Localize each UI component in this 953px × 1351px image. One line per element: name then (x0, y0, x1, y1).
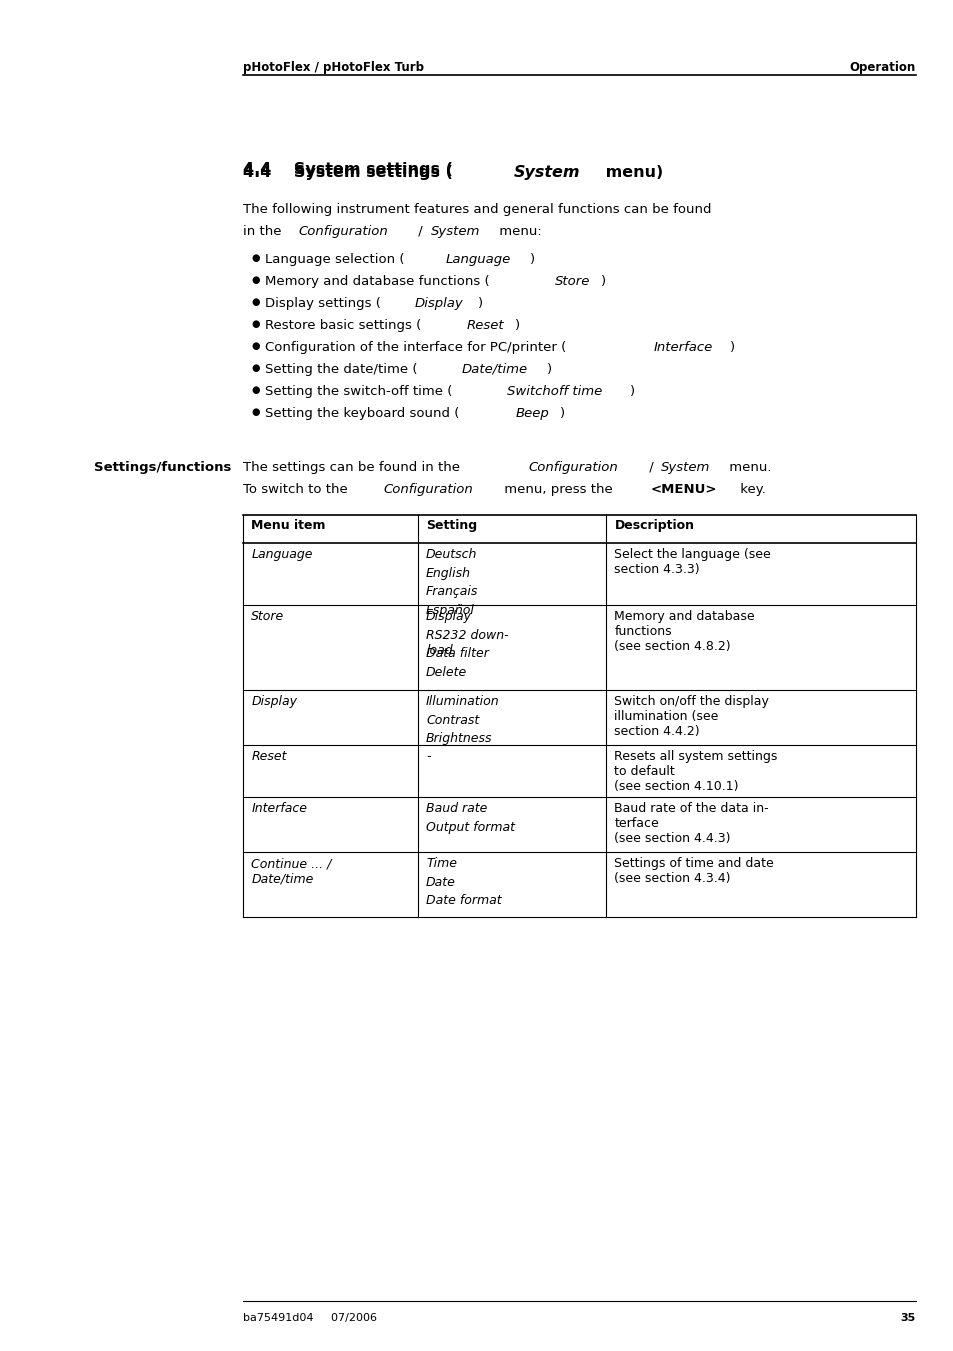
Text: The following instrument features and general functions can be found: The following instrument features and ge… (243, 203, 711, 216)
Text: Time: Time (426, 858, 456, 870)
Text: Switchoff time: Switchoff time (506, 385, 601, 397)
Text: Setting the switch-off time (: Setting the switch-off time ( (265, 385, 452, 397)
Text: 4.4    System settings (: 4.4 System settings ( (243, 162, 453, 177)
Text: ): ) (559, 407, 564, 420)
Text: System: System (514, 165, 580, 180)
Text: Illumination: Illumination (426, 696, 499, 708)
Text: ): ) (547, 363, 552, 376)
Text: Configuration: Configuration (528, 461, 618, 474)
Text: Switch on/off the display
illumination (see
section 4.4.2): Switch on/off the display illumination (… (614, 696, 768, 739)
Text: ): ) (477, 297, 482, 309)
Text: -: - (426, 750, 430, 763)
Text: Reset: Reset (466, 319, 504, 332)
Text: English: English (426, 567, 471, 580)
Text: ●: ● (251, 319, 259, 328)
Text: Delete: Delete (426, 666, 467, 680)
Text: menu, press the: menu, press the (499, 482, 616, 496)
Text: 35: 35 (900, 1313, 915, 1323)
Text: Date/time: Date/time (461, 363, 528, 376)
Text: key.: key. (736, 482, 765, 496)
Text: ●: ● (251, 407, 259, 417)
Text: Display: Display (415, 297, 463, 309)
Text: Français: Français (426, 585, 478, 598)
Text: Memory and database
functions
(see section 4.8.2): Memory and database functions (see secti… (614, 611, 754, 654)
Text: ba75491d04     07/2006: ba75491d04 07/2006 (243, 1313, 376, 1323)
Text: Settings of time and date
(see section 4.3.4): Settings of time and date (see section 4… (614, 858, 774, 885)
Text: Display: Display (426, 611, 472, 623)
Text: The settings can be found in the: The settings can be found in the (243, 461, 464, 474)
Text: <MENU>: <MENU> (650, 482, 717, 496)
Text: Interface: Interface (251, 802, 307, 816)
Text: ●: ● (251, 340, 259, 351)
Text: Display settings (: Display settings ( (265, 297, 381, 309)
Text: Data filter: Data filter (426, 647, 489, 661)
Text: in the: in the (243, 224, 286, 238)
Text: ●: ● (251, 385, 259, 394)
Text: Setting the keyboard sound (: Setting the keyboard sound ( (265, 407, 459, 420)
Text: menu): menu) (599, 165, 662, 180)
Text: Language: Language (251, 549, 313, 562)
Text: Select the language (see
section 4.3.3): Select the language (see section 4.3.3) (614, 549, 770, 577)
Text: To switch to the: To switch to the (243, 482, 352, 496)
Text: menu.: menu. (724, 461, 771, 474)
Text: ●: ● (251, 274, 259, 285)
Text: /: / (414, 224, 427, 238)
Text: Resets all system settings
to default
(see section 4.10.1): Resets all system settings to default (s… (614, 750, 777, 793)
Text: System: System (431, 224, 480, 238)
Text: Configuration of the interface for PC/printer (: Configuration of the interface for PC/pr… (265, 340, 566, 354)
Text: Store: Store (555, 274, 590, 288)
Text: Date: Date (426, 875, 456, 889)
Text: Baud rate: Baud rate (426, 802, 487, 816)
Text: Description: Description (614, 519, 694, 532)
Text: Brightness: Brightness (426, 732, 492, 746)
Text: Setting the date/time (: Setting the date/time ( (265, 363, 417, 376)
Text: Display: Display (251, 696, 297, 708)
Text: ●: ● (251, 363, 259, 373)
Text: Baud rate of the data in-
terface
(see section 4.4.3): Baud rate of the data in- terface (see s… (614, 802, 768, 846)
Text: ): ) (515, 319, 520, 332)
Text: Store: Store (251, 611, 284, 623)
Text: pHotoFlex / pHotoFlex Turb: pHotoFlex / pHotoFlex Turb (243, 61, 424, 74)
Text: Operation: Operation (849, 61, 915, 74)
Text: /: / (644, 461, 657, 474)
Text: Menu item: Menu item (251, 519, 325, 532)
Text: ●: ● (251, 297, 259, 307)
Text: ): ) (600, 274, 605, 288)
Text: Español: Español (426, 604, 475, 617)
Text: Continue ... /
Date/time: Continue ... / Date/time (251, 858, 332, 885)
Text: ●: ● (251, 253, 259, 263)
Text: Configuration: Configuration (298, 224, 388, 238)
Text: Reset: Reset (251, 750, 287, 763)
Text: 4.4    System settings (: 4.4 System settings ( (243, 165, 453, 180)
Text: Output format: Output format (426, 821, 515, 834)
Text: Restore basic settings (: Restore basic settings ( (265, 319, 421, 332)
Text: Deutsch: Deutsch (426, 549, 477, 562)
Text: Language: Language (445, 253, 510, 266)
Text: System: System (660, 461, 710, 474)
Text: Language selection (: Language selection ( (265, 253, 404, 266)
Text: Interface: Interface (654, 340, 713, 354)
Text: Date format: Date format (426, 894, 501, 908)
Text: Memory and database functions (: Memory and database functions ( (265, 274, 490, 288)
Text: Beep: Beep (516, 407, 549, 420)
Text: Setting: Setting (426, 519, 476, 532)
Text: RS232 down-
load: RS232 down- load (426, 630, 508, 657)
Text: Contrast: Contrast (426, 713, 479, 727)
Text: Configuration: Configuration (383, 482, 474, 496)
Text: ): ) (730, 340, 735, 354)
Text: menu:: menu: (495, 224, 541, 238)
Text: Settings/functions: Settings/functions (93, 461, 231, 474)
Text: ): ) (629, 385, 635, 397)
Text: ): ) (529, 253, 534, 266)
